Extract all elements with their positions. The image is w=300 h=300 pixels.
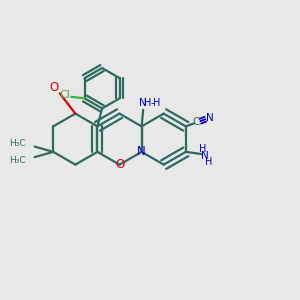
Text: H: H — [153, 98, 161, 108]
Text: C: C — [193, 116, 200, 127]
Text: -: - — [151, 98, 154, 108]
Text: H: H — [144, 98, 152, 108]
Text: O: O — [115, 158, 124, 171]
Text: N: N — [201, 151, 209, 160]
Text: N: N — [206, 113, 213, 123]
Text: H: H — [199, 144, 207, 154]
Text: H: H — [206, 158, 213, 167]
Text: Cl: Cl — [59, 90, 70, 100]
Text: N: N — [139, 98, 147, 108]
Text: H₃C: H₃C — [9, 139, 25, 148]
Text: O: O — [50, 81, 59, 94]
Text: H₃C: H₃C — [9, 156, 25, 165]
Text: N: N — [137, 146, 146, 158]
